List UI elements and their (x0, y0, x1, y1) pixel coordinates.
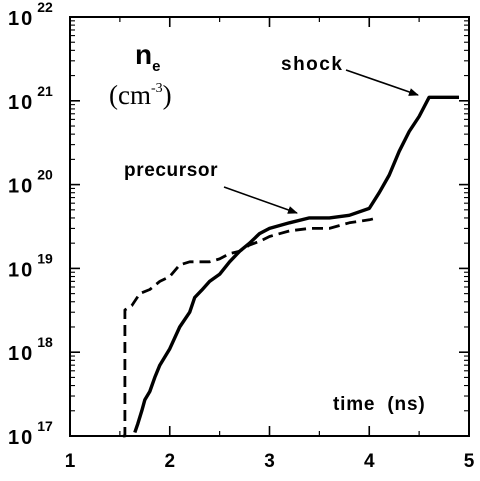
y-tick-base: 10 (8, 176, 34, 198)
y-tick-base: 10 (8, 8, 34, 30)
y-tick-label: 1018 (8, 334, 53, 365)
y-tick-exponent: 20 (37, 167, 53, 183)
x-tick-label: 1 (65, 451, 76, 472)
ylabel-unit-close: ) (163, 80, 172, 110)
svg-text:(cm-3): (cm-3) (109, 80, 172, 110)
ylabel-unit: (cm (109, 80, 151, 110)
annotation-precursor: precursor (124, 160, 218, 181)
x-axis-label: time (ns) (333, 394, 425, 415)
y-tick-exponent: 17 (37, 418, 53, 434)
annotation-shock-arrow (345, 69, 419, 96)
y-tick-exponent: 22 (37, 0, 53, 15)
annotation-shock: shock (281, 54, 343, 75)
y-tick-exponent: 19 (37, 250, 53, 266)
x-tick-label: 4 (364, 451, 375, 472)
y-tick-base: 10 (8, 92, 34, 114)
y-tick-base: 10 (8, 343, 34, 365)
y-tick-base: 10 (8, 259, 34, 281)
y-tick-label: 1019 (8, 250, 53, 281)
ylabel-subscript: e (152, 58, 160, 75)
annotation-precursor-arrow (223, 186, 298, 214)
series-layer (122, 95, 459, 438)
x-axis-ticks: 1 2 3 4 5 (65, 17, 475, 472)
ylabel-unit-exponent: -3 (151, 81, 163, 96)
y-tick-label: 1021 (8, 83, 53, 114)
svg-text:ne: ne (135, 39, 160, 75)
y-tick-exponent: 21 (37, 83, 53, 99)
y-tick-label: 1022 (8, 0, 53, 30)
y-tick-label: 1017 (8, 418, 53, 449)
x-tick-label: 2 (164, 451, 175, 472)
x-tick-label: 3 (264, 451, 275, 472)
y-axis-label: ne (cm-3) (109, 39, 172, 110)
series-line-dashed (122, 216, 378, 438)
y-tick-label: 1020 (8, 167, 53, 198)
x-tick-label: 5 (464, 451, 475, 472)
y-tick-exponent: 18 (37, 334, 53, 350)
ylabel-symbol: n (135, 39, 152, 70)
y-tick-base: 10 (8, 427, 34, 449)
